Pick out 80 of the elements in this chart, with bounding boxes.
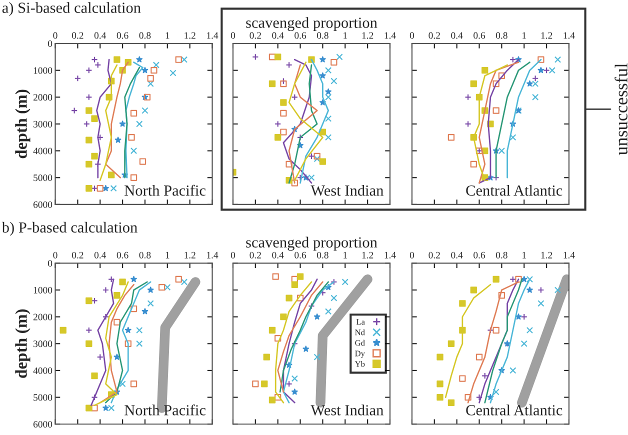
x-axis-title: scavenged proportion xyxy=(246,17,378,32)
x-tick-label: 1 xyxy=(522,252,526,258)
x-tick-label: 0 xyxy=(410,252,414,258)
x-tick-label: 0.4 xyxy=(94,32,106,39)
x-tick-label: 1.4 xyxy=(564,32,575,39)
x-tick-label: 1 xyxy=(344,252,347,258)
x-tick-label: 0 xyxy=(230,32,236,39)
x-tick-label: 0 xyxy=(53,252,58,258)
x-tick-label: 0.2 xyxy=(428,252,440,258)
x-tick-label: 0.8 xyxy=(496,252,508,258)
x-tick-label: 0.4 xyxy=(272,32,284,39)
annotation: North Pacific xyxy=(124,184,206,196)
y-axis-title: depth (m) xyxy=(15,309,30,378)
y-tick-label: 1000 xyxy=(34,286,52,294)
x-tick-label: 0 xyxy=(230,252,236,258)
x-tick-label: 1.4 xyxy=(564,252,575,258)
legend-label: Gd xyxy=(355,340,365,346)
x-tick-label: 0.2 xyxy=(72,32,84,39)
y-tick-label: 5000 xyxy=(34,394,52,401)
x-tick-label: 1.2 xyxy=(184,32,196,39)
legend-label: Yb xyxy=(354,360,365,367)
y-tick-label: 4000 xyxy=(33,367,52,374)
annotation: Central Atlantic xyxy=(466,404,562,416)
x-tick-label: 0.6 xyxy=(294,252,306,258)
x-tick-label: 1.2 xyxy=(362,32,374,39)
x-tick-label: 1 xyxy=(166,252,170,258)
legend-label: Nd xyxy=(355,329,365,336)
annotation: West Indian xyxy=(310,184,384,196)
y-tick-label: 6000 xyxy=(33,201,52,208)
y-tick-label: 4000 xyxy=(33,148,52,154)
text: unsuccessful xyxy=(614,63,628,156)
x-tick-label: 1.4 xyxy=(384,32,396,39)
x-tick-label: 1.2 xyxy=(184,252,196,258)
x-tick-label: 0.6 xyxy=(294,32,306,39)
x-tick-label: 1.4 xyxy=(207,32,218,39)
y-tick-label: 5000 xyxy=(34,174,52,182)
x-tick-label: 0.8 xyxy=(316,252,328,258)
x-tick-label: 0.6 xyxy=(474,252,486,258)
x-tick-label: 0.2 xyxy=(250,32,261,39)
x-tick-label: 0.2 xyxy=(250,252,261,258)
y-tick-label: 0 xyxy=(48,40,52,47)
x-tick-label: 0.8 xyxy=(139,252,151,258)
x-tick-label: 0 xyxy=(53,32,58,39)
x-tick-label: 0.6 xyxy=(474,32,486,39)
x-tick-label: 0.2 xyxy=(428,32,440,39)
x-tick-label: 0.8 xyxy=(139,32,151,39)
x-axis-title: scavenged proportion xyxy=(246,236,378,251)
x-tick-label: 0.4 xyxy=(272,252,284,258)
y-tick-label: 2000 xyxy=(33,94,52,101)
x-tick-label: 1.4 xyxy=(207,252,218,258)
annotation: West Indian xyxy=(310,404,384,416)
x-tick-label: 0.6 xyxy=(116,252,128,258)
x-tick-label: 1.4 xyxy=(384,252,396,258)
x-tick-label: 1.2 xyxy=(362,252,374,258)
x-tick-label: 0.6 xyxy=(116,32,128,39)
x-tick-label: 1.2 xyxy=(541,252,552,258)
y-tick-label: 0 xyxy=(48,260,52,267)
y-tick-label: 6000 xyxy=(33,421,52,428)
x-tick-label: 0.4 xyxy=(94,252,106,258)
y-axis-title: depth (m) xyxy=(15,90,30,158)
x-tick-label: 0 xyxy=(410,32,414,39)
y-tick-label: 1000 xyxy=(34,67,52,74)
x-tick-label: 0.4 xyxy=(451,252,463,258)
x-tick-label: 1 xyxy=(166,32,170,39)
chart-title: b) P-based calculation xyxy=(2,222,138,236)
x-tick-label: 0.8 xyxy=(316,32,328,39)
annotation: Central Atlantic xyxy=(466,184,562,196)
y-tick-label: 3000 xyxy=(34,340,52,348)
x-tick-label: 0.4 xyxy=(451,32,463,39)
y-tick-label: 3000 xyxy=(34,120,52,128)
x-tick-label: 1 xyxy=(344,32,347,39)
legend-label: La xyxy=(356,319,365,325)
x-tick-label: 1.2 xyxy=(541,32,552,39)
annotation: North Pacific xyxy=(124,404,206,416)
x-tick-label: 0.8 xyxy=(496,32,508,39)
x-tick-label: 0.2 xyxy=(72,252,84,258)
chart-title: a) Si-based calculation xyxy=(2,2,141,16)
y-tick-label: 2000 xyxy=(33,314,52,320)
legend-label: Dy xyxy=(355,350,365,358)
x-tick-label: 1 xyxy=(522,32,526,39)
